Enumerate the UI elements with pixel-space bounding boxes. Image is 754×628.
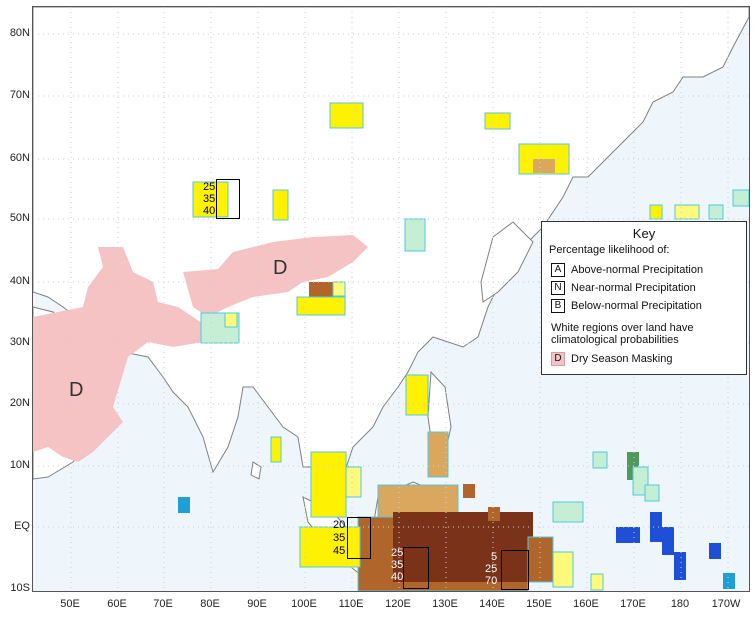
lon-label: 150E — [526, 598, 552, 610]
blue-cell — [650, 512, 662, 542]
prob-stack-indonesia-a-mid: 35 — [391, 559, 404, 571]
map-canvas — [33, 7, 749, 591]
lat-label: 30N — [9, 336, 30, 348]
prob-stack-indonesia-a-bot: 40 — [391, 571, 404, 583]
key-label-dry: Dry Season Masking — [571, 353, 673, 365]
dry-season-label-india: D — [69, 379, 84, 401]
key-subtitle: Percentage likelihood of: — [549, 244, 670, 256]
lat-label: 80N — [9, 27, 30, 39]
above-cell — [270, 436, 282, 463]
lat-label: EQ — [14, 520, 30, 532]
prob-stack-siberia-mid: 35 — [203, 193, 216, 205]
prob-stack-siberia-box — [216, 179, 240, 219]
lon-label: 140E — [479, 598, 505, 610]
landmass-eurasia — [33, 7, 749, 509]
lon-label: 130E — [432, 598, 458, 610]
lon-label: 50E — [60, 598, 80, 610]
prob-stack-borneo-box — [347, 517, 371, 559]
above-cell — [552, 551, 574, 588]
lon-label: 90E — [247, 598, 267, 610]
key-label-above: Above-normal Precipitation — [571, 264, 704, 276]
above-cell — [329, 102, 364, 129]
above-cell — [649, 204, 663, 220]
prob-stack-indonesia-b-bot: 70 — [485, 575, 498, 587]
above-cell — [332, 281, 346, 297]
blue-cell — [709, 543, 721, 559]
key-row-near: N Near-normal Precipitation — [551, 281, 696, 297]
prob-stack-borneo-top: 20 — [333, 519, 346, 531]
prob-stack-indonesia-b-box — [501, 550, 529, 590]
prob-stack-indonesia-a-box — [403, 547, 429, 589]
lat-label: 20N — [9, 397, 30, 409]
key-letter-dry: D — [551, 352, 565, 366]
blue-cell — [662, 527, 674, 555]
key-letter-above: A — [551, 263, 565, 277]
dry-season-region-india — [33, 247, 208, 462]
below-cell — [527, 536, 554, 583]
lon-label: 100E — [291, 598, 317, 610]
above-cell — [590, 573, 604, 591]
above-cell — [296, 296, 346, 316]
below-cell — [463, 484, 475, 498]
above-cell — [674, 204, 700, 220]
above-cell — [272, 189, 289, 221]
lat-label: 70N — [9, 89, 30, 101]
lat-label: 60N — [9, 152, 30, 164]
near-cell — [632, 466, 649, 496]
dry-season-region-asia — [183, 235, 368, 317]
prob-stack-siberia-bot: 40 — [203, 205, 216, 217]
prob-stack-indonesia-b-top: 5 — [491, 551, 498, 563]
lon-label: 120E — [385, 598, 411, 610]
near-cell — [552, 501, 584, 523]
near-cell — [732, 189, 749, 207]
lon-label: 180 — [670, 598, 690, 610]
lon-label: 110E — [338, 598, 364, 610]
lon-label: 160E — [573, 598, 599, 610]
lon-label: 80E — [200, 598, 220, 610]
prob-stack-borneo-mid: 35 — [333, 532, 346, 544]
above-cell — [310, 451, 347, 518]
near-cell — [592, 451, 608, 469]
near-cell — [644, 484, 660, 502]
prob-stack-siberia-top: 25 — [203, 181, 216, 193]
key-letter-below: B — [551, 299, 565, 313]
key-label-below: Below-normal Precipitation — [571, 300, 702, 312]
above-cell — [484, 112, 511, 130]
prob-stack-indonesia-a-top: 25 — [391, 547, 404, 559]
lat-label: 10S — [10, 582, 30, 594]
lon-label: 70E — [153, 598, 173, 610]
lat-label: 10N — [9, 459, 30, 471]
blue-cell — [178, 497, 190, 513]
key-title: Key — [632, 226, 656, 241]
lon-label: 170E — [620, 598, 646, 610]
below-cell — [427, 431, 449, 478]
above-cell — [224, 312, 238, 328]
map-key: Key Percentage likelihood of: A Above-nor… — [541, 221, 747, 375]
above-cell — [345, 466, 362, 498]
lat-label: 40N — [9, 275, 30, 287]
key-note: White regions over land have climatologi… — [551, 322, 694, 346]
lat-label: 50N — [9, 212, 30, 224]
near-cell — [708, 204, 724, 220]
above-cell — [405, 374, 429, 416]
key-row-above: A Above-normal Precipitation — [551, 263, 703, 279]
blue-cell — [674, 552, 686, 580]
below-cell — [309, 282, 333, 298]
key-row-below: B Below-normal Precipitation — [551, 299, 702, 315]
lon-label: 60E — [107, 598, 127, 610]
dry-season-label-asia: D — [273, 257, 288, 279]
key-label-near: Near-normal Precipitation — [571, 282, 696, 294]
prob-stack-borneo-bot: 45 — [333, 545, 346, 557]
forecast-map: D D 25 35 40 20 35 45 25 35 40 5 25 70 — [32, 6, 750, 592]
below-cell — [488, 507, 500, 521]
key-row-dry: D Dry Season Masking — [551, 352, 673, 368]
above-cell — [299, 526, 361, 568]
below-cell — [533, 159, 555, 173]
blue-cell — [723, 573, 735, 589]
prob-stack-indonesia-b-mid: 25 — [485, 563, 498, 575]
near-cell — [404, 218, 426, 252]
blue-cell — [616, 527, 640, 543]
lon-label: 170W — [711, 598, 741, 610]
key-letter-near: N — [551, 281, 565, 295]
